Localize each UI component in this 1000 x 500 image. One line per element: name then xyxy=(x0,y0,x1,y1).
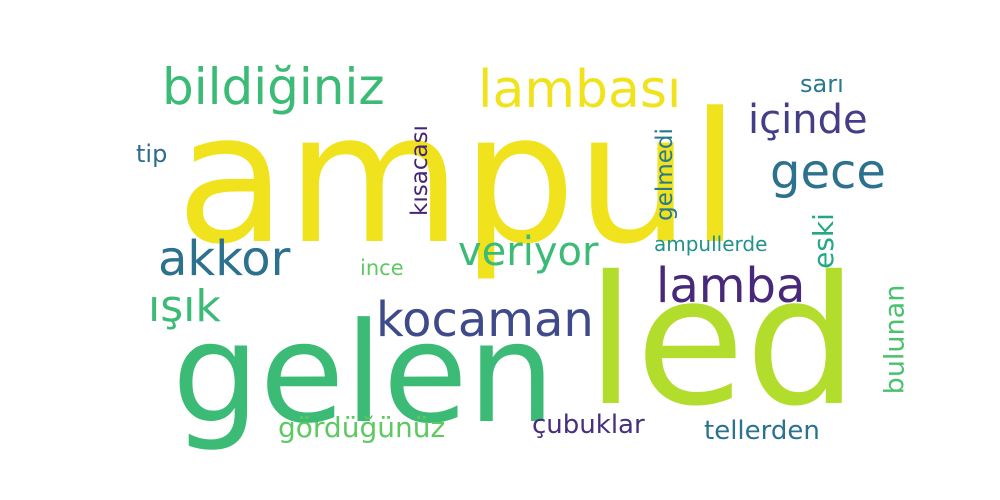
word-kisacasi: kısacası xyxy=(406,125,433,216)
word-icinde: içinde xyxy=(748,97,868,143)
word-lamba: lamba xyxy=(656,258,806,314)
word-tellerden: tellerden xyxy=(704,416,820,446)
word-akkor: akkor xyxy=(158,231,291,287)
word-isik: ışık xyxy=(148,281,221,332)
word-ampul: ampul xyxy=(176,75,740,284)
word-ampullerde: ampullerde xyxy=(654,232,768,256)
word-tip: tip xyxy=(136,140,168,168)
word-gorduguunuz: gördüğünüz xyxy=(278,411,446,444)
word-lambasi: lambası xyxy=(478,60,682,120)
word-gece: gece xyxy=(770,144,886,200)
word-eski: eski xyxy=(806,213,840,269)
word-gelmedi: gelmedi xyxy=(651,128,678,221)
word-veriyor: veriyor xyxy=(458,229,599,275)
word-cubuklar: çubuklar xyxy=(532,410,645,440)
word-kocaman: kocaman xyxy=(376,292,594,348)
word-bulunan: bulunan xyxy=(879,284,911,395)
word-bildiginiz: bildiğiniz xyxy=(162,58,385,116)
word-led: led xyxy=(586,238,858,445)
word-gelen: gelen xyxy=(172,293,556,454)
word-sari: sarı xyxy=(800,70,844,98)
word-ince: ince xyxy=(360,256,404,280)
